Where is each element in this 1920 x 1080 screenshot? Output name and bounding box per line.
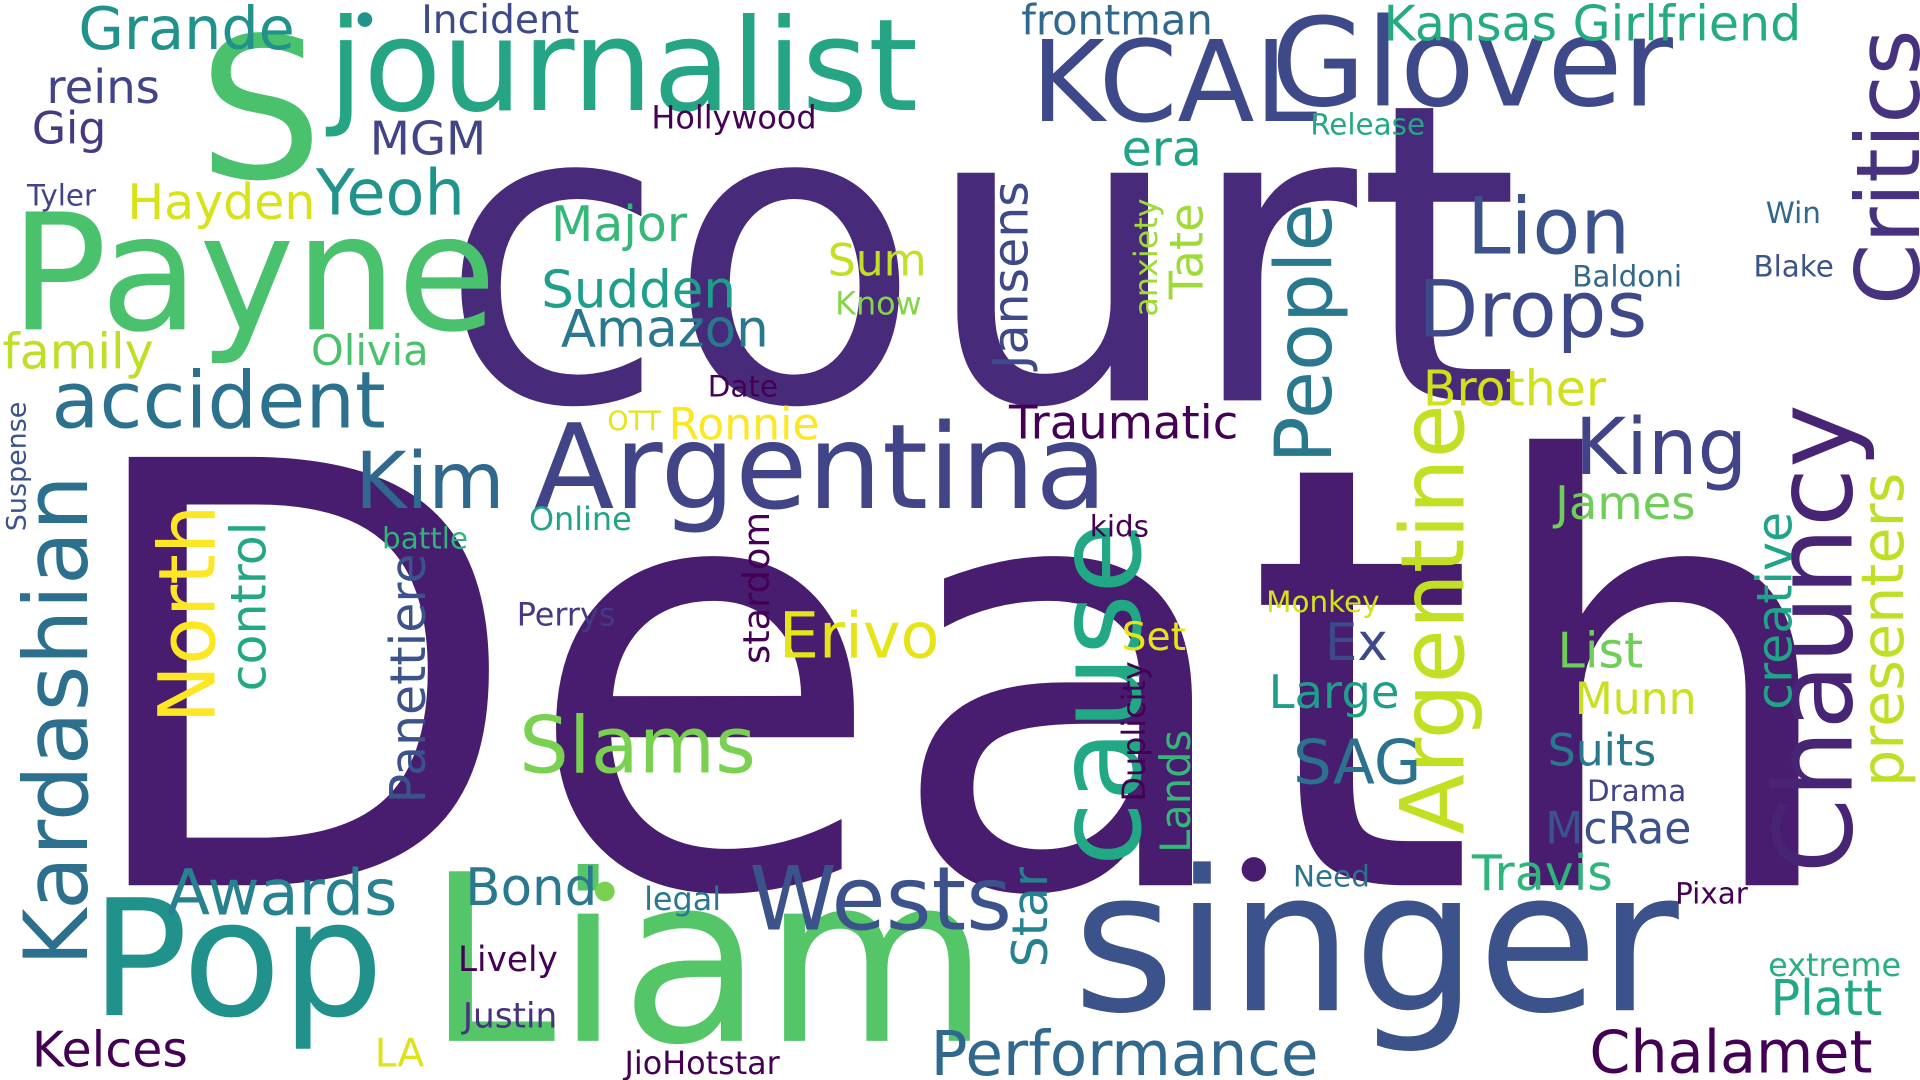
word-presenters: presenters xyxy=(1848,472,1918,788)
word-monkey: Monkey xyxy=(1266,585,1380,620)
word-traumatic: Traumatic xyxy=(1008,395,1239,450)
word-kids: kids xyxy=(1089,509,1149,544)
word-panettiere: Panettiere xyxy=(380,553,438,804)
word-creative: creative xyxy=(1747,511,1804,710)
word-people: People xyxy=(1260,203,1351,464)
word-grande: Grande xyxy=(78,0,295,64)
word-erivo: Erivo xyxy=(778,600,940,674)
word-ex: Ex xyxy=(1324,612,1388,673)
word-list: List xyxy=(1557,623,1644,680)
word-kcal: KCAL xyxy=(1031,17,1318,149)
word-era: era xyxy=(1121,121,1202,178)
word-liam: Liam xyxy=(426,825,990,1080)
word-hayden: Hayden xyxy=(127,175,316,232)
word-kelces: Kelces xyxy=(31,1022,188,1079)
word-jansens: Jansens xyxy=(983,181,1040,369)
word-travis: Travis xyxy=(1471,846,1613,903)
word-kim: Kim xyxy=(355,437,505,528)
word-pixar: Pixar xyxy=(1675,876,1748,912)
word-singer: singer xyxy=(1072,827,1679,1057)
word-pop: Pop xyxy=(90,865,384,1055)
word-sum: Sum xyxy=(827,236,927,287)
word-drops: Drops xyxy=(1417,265,1648,357)
word-suspense: Suspense xyxy=(2,401,34,532)
word-know: Know xyxy=(835,286,922,324)
dot-mark xyxy=(595,881,615,902)
word-yeoh: Yeoh xyxy=(315,156,465,231)
word-sag: SAG xyxy=(1293,727,1422,799)
word-platt: Platt xyxy=(1770,971,1883,1028)
word-mcrae: McRae xyxy=(1545,804,1692,855)
word-hollywood: Hollywood xyxy=(651,100,817,138)
word-incident: Incident xyxy=(421,0,580,43)
word-gig: Gig xyxy=(31,104,107,155)
word-anxiety: anxiety xyxy=(1128,198,1166,317)
dot-mark xyxy=(1241,857,1267,882)
word-star: Star xyxy=(1002,866,1060,968)
word-battle: battle xyxy=(382,521,469,556)
word-north: North xyxy=(143,504,234,724)
word-court: court xyxy=(438,14,1521,500)
word-olivia: Olivia xyxy=(311,326,429,376)
word-sudden: Sudden xyxy=(541,259,736,320)
word-glover: Glover xyxy=(1271,0,1673,135)
word-suits: Suits xyxy=(1547,726,1657,777)
word-wests: Wests xyxy=(749,847,1013,951)
word-extreme: extreme xyxy=(1768,947,1902,985)
word-mgm: MGM xyxy=(369,111,487,166)
word-legal: legal xyxy=(644,881,722,919)
word-la: LA xyxy=(374,1029,425,1077)
dot-mark xyxy=(357,12,373,27)
word-online: Online xyxy=(528,502,632,539)
word-s: S xyxy=(198,0,323,225)
word-bond: Bond xyxy=(465,857,598,918)
word-perrys: Perrys xyxy=(516,597,616,635)
word-large: Large xyxy=(1268,664,1400,719)
word-frontman: frontman xyxy=(1021,0,1213,46)
word-baldoni: Baldoni xyxy=(1572,259,1683,294)
word-lively: Lively xyxy=(457,939,558,980)
word-chalamet: Chalamet xyxy=(1589,1018,1873,1080)
word-tyler: Tyler xyxy=(26,178,97,214)
word-amazon: Amazon xyxy=(560,298,769,359)
word-blake: Blake xyxy=(1753,249,1834,285)
word-reins: reins xyxy=(46,60,160,114)
word-ronnie: Ronnie xyxy=(668,400,820,451)
word-brother: Brother xyxy=(1422,361,1607,418)
word-munn: Munn xyxy=(1574,674,1697,725)
word-date: Date xyxy=(707,369,779,405)
word-release: Release xyxy=(1310,107,1426,143)
word-win: Win xyxy=(1765,195,1821,231)
word-performance: Performance xyxy=(930,1018,1319,1080)
word-king: King xyxy=(1574,402,1748,494)
word-drama: Drama xyxy=(1586,773,1687,809)
word-critics: Critics xyxy=(1836,29,1920,306)
word-control: control xyxy=(221,521,278,692)
word-argentina: Argentina xyxy=(533,399,1108,537)
word-justin: Justin xyxy=(462,995,558,1036)
word-need: Need xyxy=(1293,859,1370,894)
word-kansas-girlfriend: Kansas Girlfriend xyxy=(1383,0,1802,53)
word-journalist: journalist xyxy=(328,0,919,141)
word-major: Major xyxy=(551,197,688,254)
word-family: family xyxy=(2,324,154,381)
word-awards: Awards xyxy=(166,857,398,931)
word-payne: Payne xyxy=(9,180,497,369)
word-duplicity: Duplicity xyxy=(1116,661,1154,802)
word-death: Death xyxy=(71,340,1849,1025)
word-james: James xyxy=(1555,476,1696,531)
word-kardashian: Kardashian xyxy=(4,475,108,967)
word-ott: OTT xyxy=(607,406,661,438)
word-set: Set xyxy=(1121,613,1186,661)
word-stardom: stardom xyxy=(735,511,779,664)
word-tate: Tate xyxy=(1159,203,1214,300)
word-accident: accident xyxy=(51,356,386,447)
word-slams: Slams xyxy=(519,701,756,793)
word-lands: Lands xyxy=(1152,729,1202,854)
word-lion: Lion xyxy=(1466,182,1630,274)
word-jiohotstar: JioHotstar xyxy=(624,1045,780,1080)
